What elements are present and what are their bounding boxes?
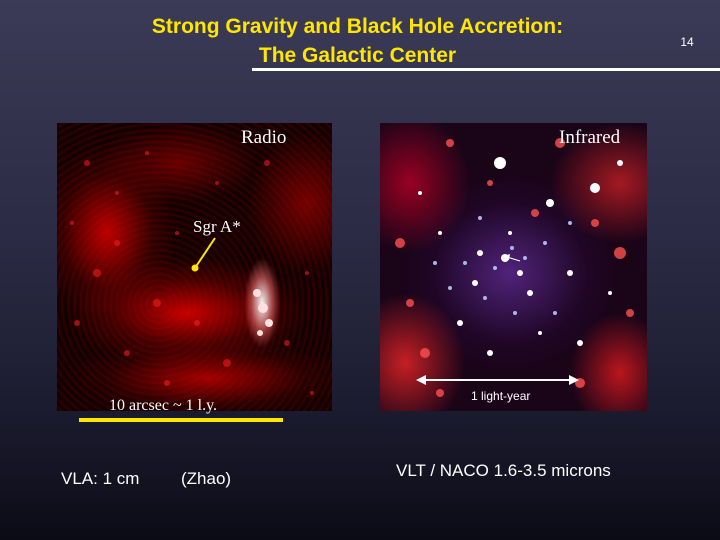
slide-title-line-1: Strong Gravity and Black Hole Accretion: (151, 15, 564, 38)
sgr-a-star-pointer (191, 237, 216, 272)
radio-scale-label: 10 arcsec ~ 1 l.y. (109, 397, 218, 414)
infrared-star-field (395, 138, 634, 397)
radio-emission-overlay (70, 151, 314, 395)
radio-scale-bar (79, 418, 283, 422)
sgr-a-star-label: Sgr A* (193, 217, 241, 236)
vla-caption: VLA: 1 cm (61, 469, 140, 488)
infrared-scale-label: 1 light-year (471, 389, 531, 403)
infrared-label: Infrared (559, 127, 621, 148)
slide-number: 14 (680, 35, 694, 49)
slide-title: Strong Gravity and Black Hole Accretion:… (60, 12, 655, 70)
infrared-image (380, 123, 647, 411)
vlt-naco-caption: VLT / NACO 1.6-3.5 microns (396, 461, 611, 480)
slide-title-line-2: The Galactic Center (258, 44, 457, 67)
zhao-credit: (Zhao) (181, 469, 232, 488)
title-divider (252, 68, 720, 71)
radio-label: Radio (241, 127, 287, 148)
